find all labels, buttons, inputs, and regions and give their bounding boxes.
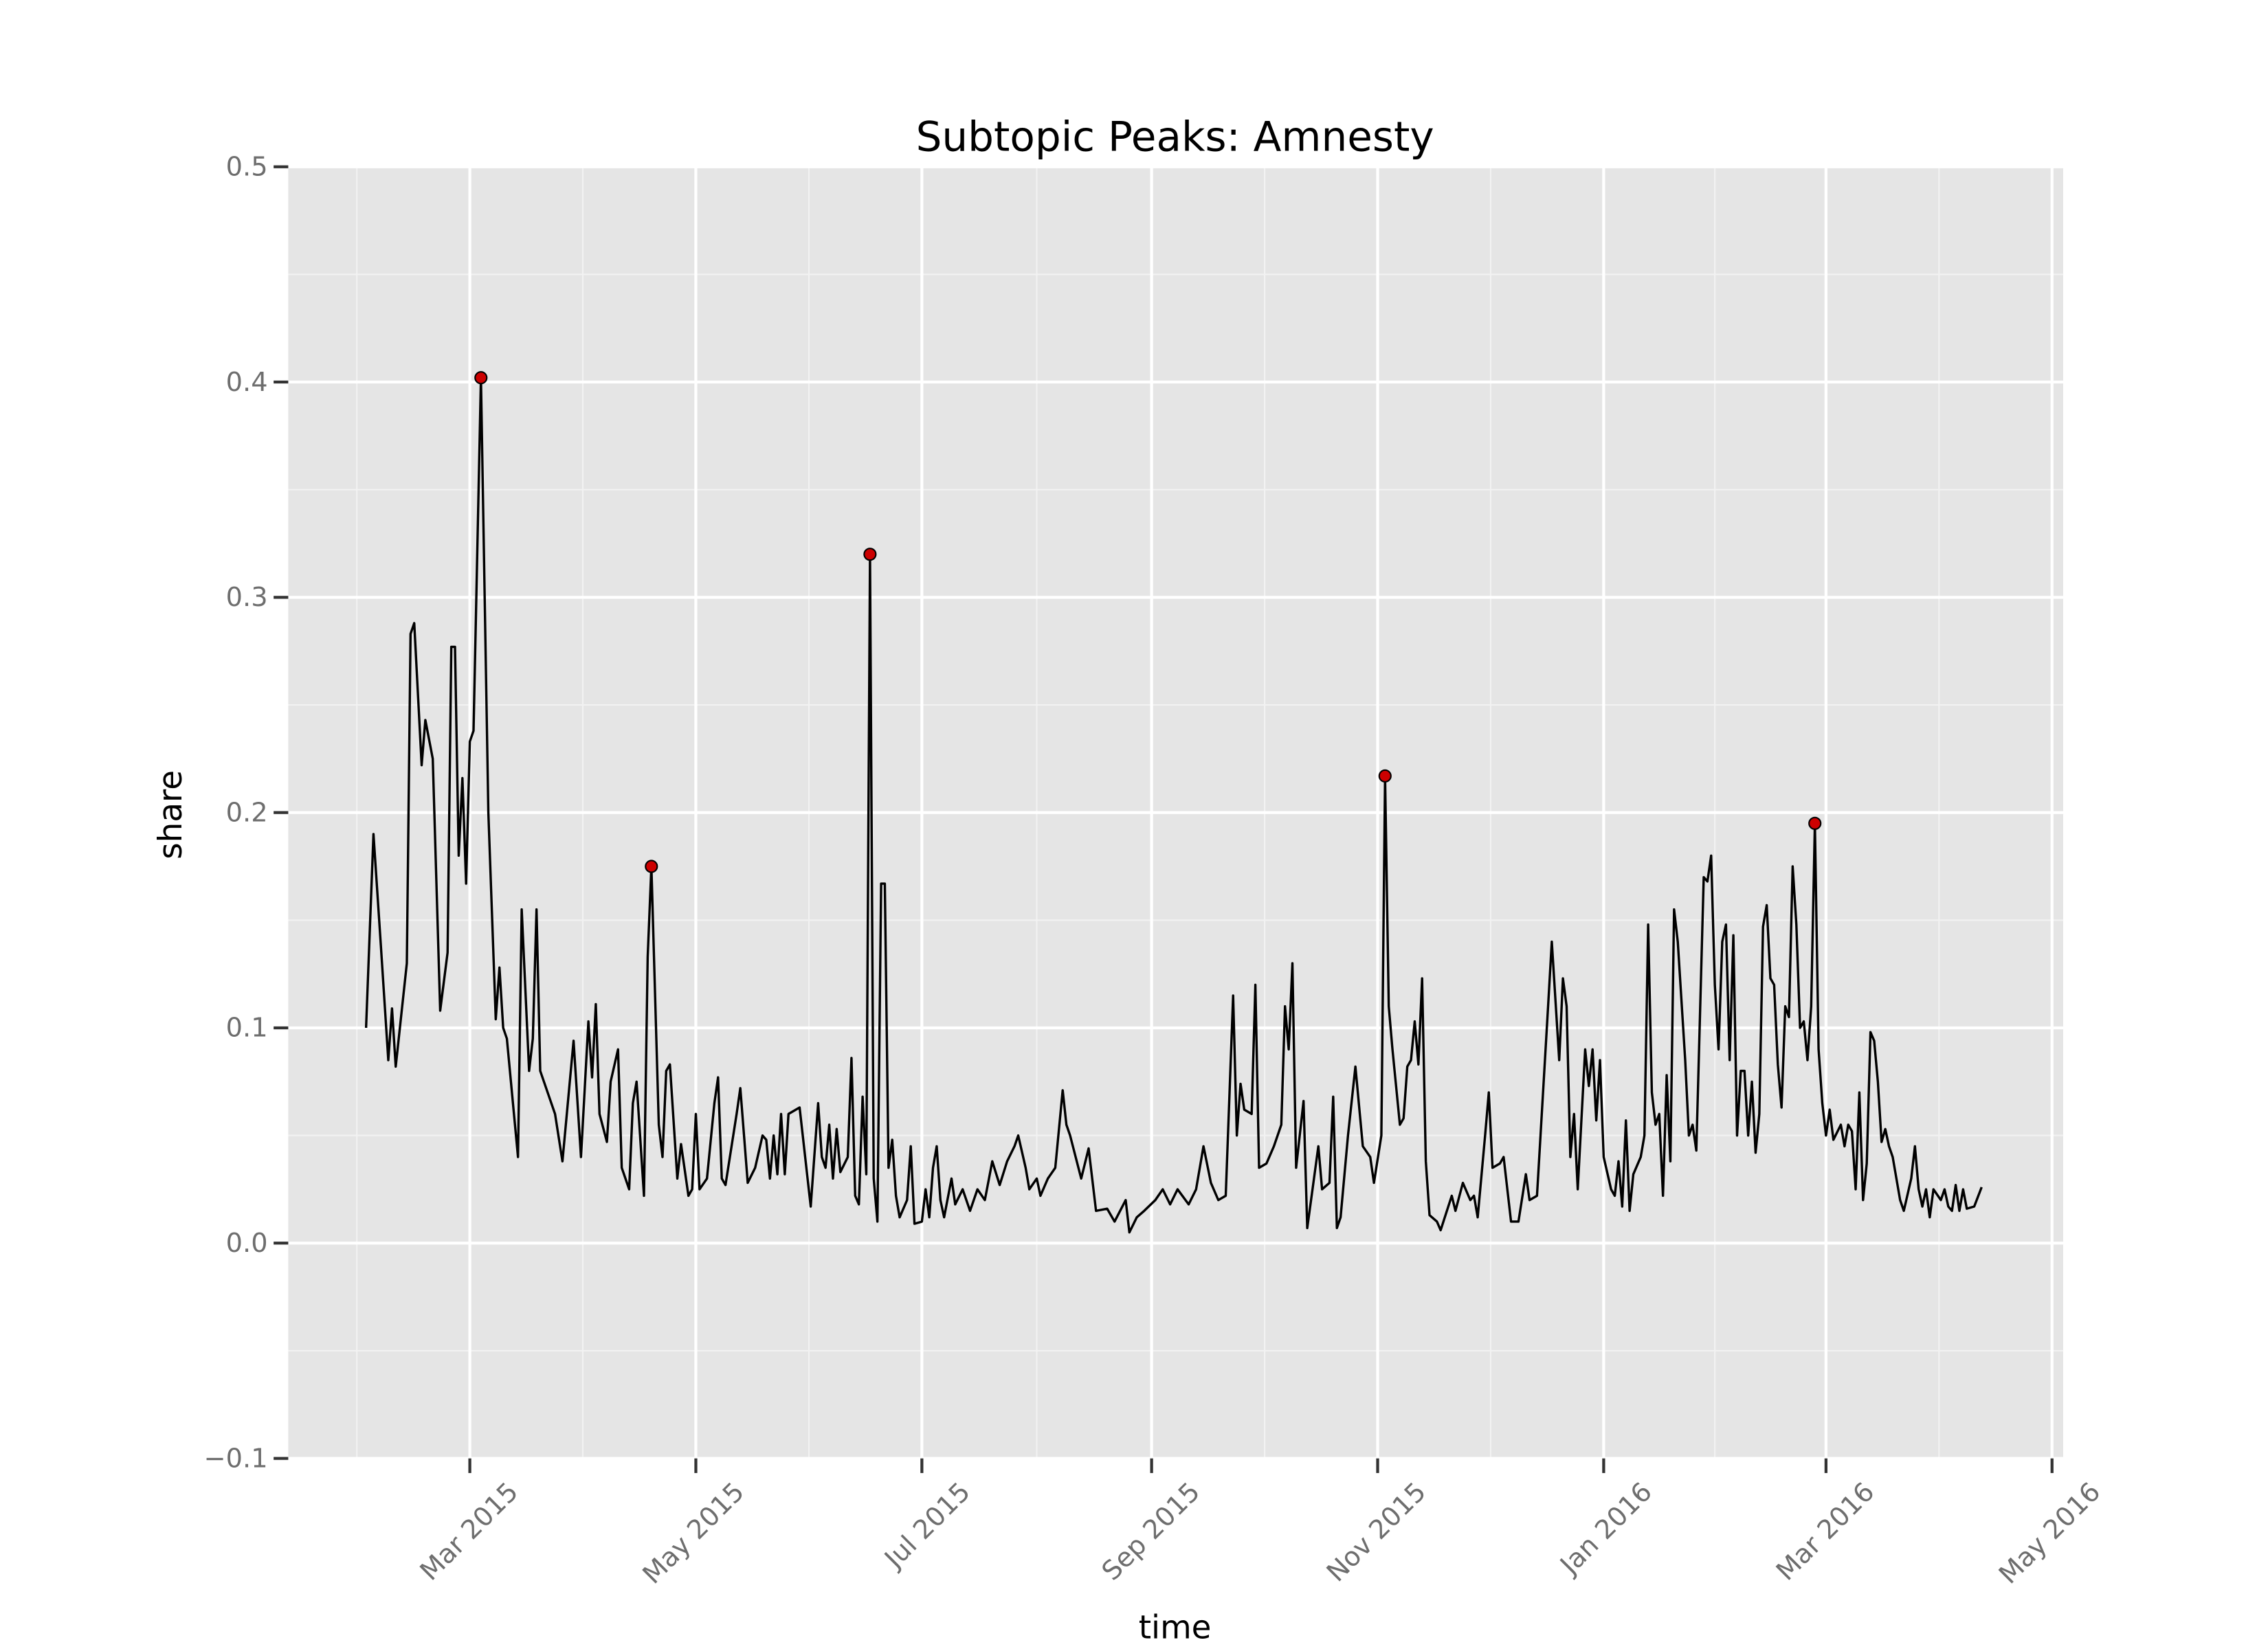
peak-point <box>1808 816 1822 830</box>
data-line <box>364 377 1983 1234</box>
y-tick-label: 0.4 <box>226 367 268 398</box>
y-tick-label: 0.3 <box>226 582 268 613</box>
x-tick-label: Sep 2015 <box>1096 1477 1206 1586</box>
x-tick-label: Jul 2015 <box>878 1477 976 1575</box>
x-tick-label: Mar 2016 <box>1770 1477 1880 1586</box>
x-tick-label: May 2016 <box>1993 1477 2106 1590</box>
y-tick-label: 0.0 <box>226 1228 268 1259</box>
y-axis-label: share <box>153 770 190 860</box>
y-tick-label: 0.1 <box>226 1013 268 1044</box>
x-tick-label: Nov 2015 <box>1321 1477 1432 1588</box>
x-axis-label: time <box>1139 1609 1212 1646</box>
peak-point <box>1378 769 1392 783</box>
y-tick-label: 0.5 <box>226 151 268 182</box>
peak-point <box>645 860 658 873</box>
x-tick-label: Jan 2016 <box>1553 1477 1658 1582</box>
peak-point <box>474 371 488 385</box>
y-tick-label: 0.2 <box>226 797 268 828</box>
y-tick-label: −0.1 <box>204 1443 268 1474</box>
x-tick-label: May 2015 <box>637 1477 751 1590</box>
chart-title: Subtopic Peaks: Amnesty <box>916 113 1434 161</box>
peak-point <box>863 548 877 561</box>
x-tick-label: Mar 2015 <box>414 1477 524 1586</box>
